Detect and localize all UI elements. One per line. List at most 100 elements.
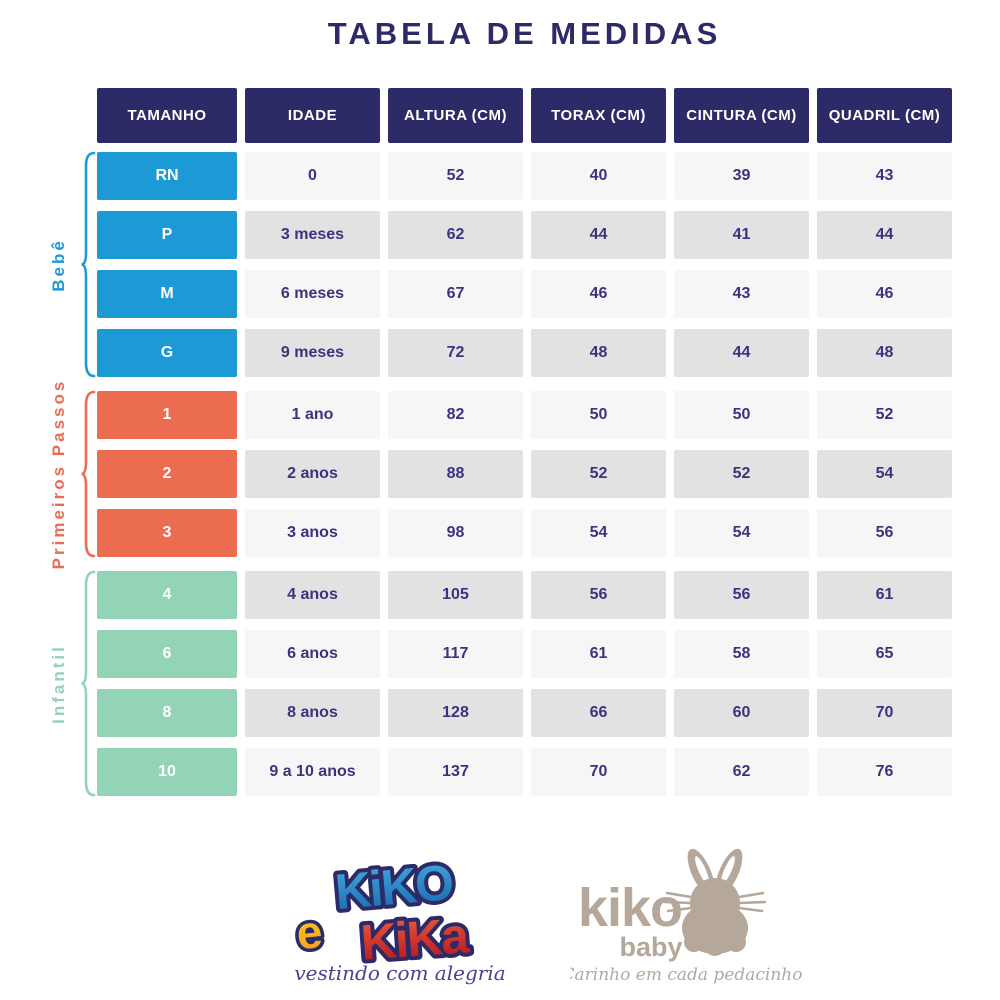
data-cell: 50	[531, 391, 666, 439]
logo-word-e: e	[294, 905, 325, 959]
size-cell: M	[97, 270, 237, 318]
data-cell: 56	[674, 571, 809, 619]
data-cell: 56	[531, 571, 666, 619]
data-cell: 61	[531, 630, 666, 678]
table-row: 10 9 a 10 anos 137 70 62 76	[97, 748, 952, 796]
data-cell: 9 a 10 anos	[245, 748, 380, 796]
data-cell: 43	[817, 152, 952, 200]
data-cell: 58	[674, 630, 809, 678]
data-cell: 43	[674, 270, 809, 318]
size-cell: 3	[97, 509, 237, 557]
data-cell: 39	[674, 152, 809, 200]
data-cell: 3 meses	[245, 211, 380, 259]
column-header: TORAX (CM)	[531, 88, 666, 143]
column-header: TAMANHO	[97, 88, 237, 143]
size-cell: RN	[97, 152, 237, 200]
group-brace	[81, 570, 96, 797]
column-header: IDADE	[245, 88, 380, 143]
data-cell: 0	[245, 152, 380, 200]
kiko-baby-logo: kiko baby Carinho em cada pedacinho	[562, 846, 810, 999]
size-cell: 8	[97, 689, 237, 737]
kiko-e-kika-logo: KiKO e KiKa vestindo com alegria	[283, 848, 517, 998]
table-header-row: TAMANHO IDADE ALTURA (CM) TORAX (CM) CINTURA…	[97, 88, 952, 143]
data-cell: 98	[388, 509, 523, 557]
data-cell: 76	[817, 748, 952, 796]
data-cell: 48	[817, 329, 952, 377]
data-cell: 44	[674, 329, 809, 377]
data-cell: 52	[817, 391, 952, 439]
data-cell: 4 anos	[245, 571, 380, 619]
column-header: ALTURA (CM)	[388, 88, 523, 143]
size-cell: 6	[97, 630, 237, 678]
data-cell: 54	[817, 450, 952, 498]
data-cell: 62	[674, 748, 809, 796]
page-title: TABELA DE MEDIDAS	[327, 16, 722, 51]
data-cell: 6 anos	[245, 630, 380, 678]
data-cell: 67	[388, 270, 523, 318]
bunny-icon	[663, 848, 767, 956]
logo-word-baby: baby	[619, 932, 682, 962]
data-cell: 9 meses	[245, 329, 380, 377]
data-cell: 82	[388, 391, 523, 439]
group-label: Primeiros Passos	[49, 378, 68, 570]
data-cell: 61	[817, 571, 952, 619]
data-cell: 54	[531, 509, 666, 557]
data-cell: 2 anos	[245, 450, 380, 498]
data-cell: 62	[388, 211, 523, 259]
logo-word-kiko-baby: kiko	[578, 878, 682, 938]
data-cell: 3 anos	[245, 509, 380, 557]
data-cell: 70	[817, 689, 952, 737]
kiko-e-kika-tagline: vestindo com alegria	[294, 961, 505, 985]
data-cell: 54	[674, 509, 809, 557]
logo-word-kiko: KiKO	[333, 854, 455, 920]
measurements-table-body: RN 0 52 40 39 43 P 3 meses 62 44 41 44 M 6 meses 67 46 4…	[49, 151, 952, 797]
group-label: Bebê	[49, 237, 68, 292]
logo-word-kika: KiKa	[359, 907, 472, 970]
size-cell: 1	[97, 391, 237, 439]
data-cell: 44	[817, 211, 952, 259]
size-cell: P	[97, 211, 237, 259]
data-cell: 128	[388, 689, 523, 737]
data-cell: 117	[388, 630, 523, 678]
data-cell: 52	[674, 450, 809, 498]
data-cell: 6 meses	[245, 270, 380, 318]
size-cell: G	[97, 329, 237, 377]
data-cell: 52	[388, 152, 523, 200]
data-cell: 52	[531, 450, 666, 498]
data-cell: 70	[531, 748, 666, 796]
group-brace	[81, 390, 96, 558]
table-row: RN 0 52 40 39 43	[97, 152, 952, 200]
column-header: QUADRIL (CM)	[817, 88, 952, 143]
size-group: RN 0 52 40 39 43 P 3 meses 62 44 41 44 M 6 meses 67 46 4…	[49, 151, 952, 378]
kiko-e-kika-logo-art: KiKO e KiKa vestindo com alegria	[290, 850, 505, 985]
data-cell: 65	[817, 630, 952, 678]
kiko-baby-logo-art: kiko baby Carinho em cada pedacinho	[562, 848, 802, 985]
data-cell: 72	[388, 329, 523, 377]
size-cell: 2	[97, 450, 237, 498]
size-cell: 10	[97, 748, 237, 796]
data-cell: 105	[388, 571, 523, 619]
data-cell: 56	[817, 509, 952, 557]
data-cell: 137	[388, 748, 523, 796]
size-cell: 4	[97, 571, 237, 619]
group-brace	[81, 151, 96, 378]
data-cell: 88	[388, 450, 523, 498]
data-cell: 1 ano	[245, 391, 380, 439]
data-cell: 46	[531, 270, 666, 318]
data-cell: 8 anos	[245, 689, 380, 737]
data-cell: 60	[674, 689, 809, 737]
data-cell: 48	[531, 329, 666, 377]
data-cell: 66	[531, 689, 666, 737]
data-cell: 40	[531, 152, 666, 200]
